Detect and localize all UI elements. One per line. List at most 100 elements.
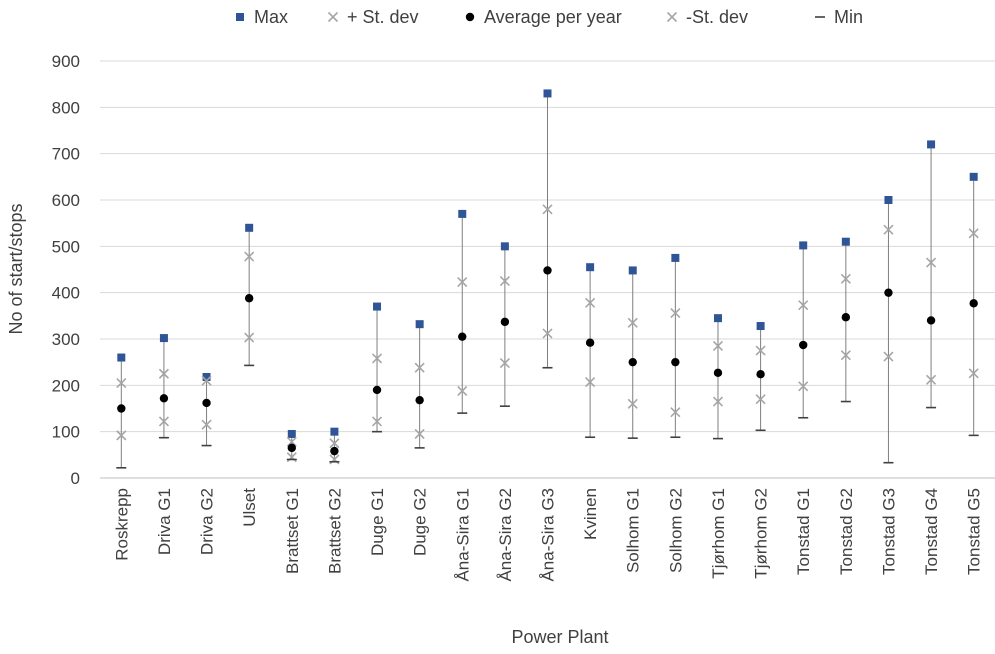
legend-marker (465, 12, 475, 22)
point-st-dev (627, 317, 638, 328)
point-max (713, 314, 722, 323)
point-max (458, 209, 467, 218)
point-average-per-year (415, 395, 424, 405)
x-stroke (968, 368, 979, 379)
point-max (756, 322, 765, 331)
x-stroke (116, 377, 127, 389)
x-stroke (798, 381, 809, 392)
point-st-dev (755, 345, 766, 356)
x-stroke (244, 251, 255, 262)
x-stroke (457, 276, 468, 288)
point-st-dev (968, 368, 979, 379)
point-st-dev (414, 362, 425, 373)
x-stroke (712, 396, 724, 407)
x-stroke (627, 317, 638, 328)
point-max (628, 266, 637, 275)
legend-label: + St. dev (347, 7, 419, 27)
point-max (969, 172, 978, 181)
point-average-per-year (585, 338, 595, 347)
x-tick-label: Tonstad G3 (879, 488, 898, 575)
point-max (117, 353, 126, 362)
point-max (543, 89, 552, 98)
point-average-per-year (628, 357, 637, 367)
point-max (373, 302, 382, 311)
point-st-dev (798, 300, 809, 311)
x-tick-label: Tonstad G2 (837, 488, 856, 575)
point-average-per-year (543, 266, 552, 275)
point-average-per-year (202, 398, 211, 408)
point-average-per-year (926, 316, 936, 325)
point-st-dev (798, 381, 809, 392)
x-stroke (755, 394, 766, 405)
point-st-dev (670, 307, 681, 319)
x-stroke (883, 224, 894, 235)
point-average-per-year (117, 404, 126, 413)
point-average-per-year (330, 446, 339, 456)
x-stroke (286, 436, 297, 447)
point-average-per-year (756, 370, 765, 379)
y-tick-label: 800 (52, 98, 80, 117)
point-st-dev (499, 358, 510, 369)
x-stroke (883, 351, 894, 362)
y-axis-ticks: 0 100 200 300 400 500 600 700 800 900 (52, 52, 80, 488)
x-stroke (499, 358, 510, 369)
y-tick-label: 700 (52, 145, 80, 164)
x-stroke (585, 297, 596, 308)
point-max (202, 372, 211, 381)
point-max (159, 334, 168, 343)
x-axis-title: Power Plant (511, 627, 608, 647)
point-max (586, 263, 595, 272)
point-max (245, 223, 254, 232)
x-tick-label: Driva G2 (198, 488, 217, 555)
x-stroke (116, 430, 127, 441)
x-tick-label: Duge G2 (411, 488, 430, 556)
x-tick-label: Solhom G2 (666, 488, 685, 573)
y-axis-title: No of start/stops (6, 203, 26, 334)
legend-label: Average per year (484, 7, 622, 27)
x-stroke (755, 345, 766, 356)
point-st-dev (457, 276, 468, 288)
point-st-dev (670, 407, 681, 418)
y-tick-label: 500 (52, 237, 80, 256)
point-st-dev (116, 430, 127, 441)
point-max (671, 253, 680, 262)
y-tick-label: 400 (52, 284, 80, 303)
point-average-per-year (713, 368, 723, 378)
x-stroke (840, 350, 851, 361)
x-tick-label: Tonstad G1 (794, 488, 813, 575)
point-st-dev (116, 377, 127, 389)
point-average-per-year (159, 394, 169, 403)
point-st-dev (457, 385, 468, 396)
x-stroke (158, 368, 169, 379)
point-st-dev (414, 428, 425, 440)
point-st-dev (371, 416, 383, 427)
x-tick-label: Driva G1 (155, 488, 174, 555)
x-tick-label: Tonstad G4 (922, 488, 941, 575)
x-tick-label: Åna-Sira G1 (453, 488, 472, 582)
x-tick-label: Åna-Sira G2 (496, 488, 515, 582)
point-st-dev (499, 276, 510, 287)
point-max (415, 320, 424, 329)
x-stroke (585, 377, 596, 388)
point-max (884, 196, 893, 204)
y-tick-label: 600 (52, 191, 80, 210)
point-average-per-year (799, 340, 808, 350)
point-st-dev (329, 438, 340, 449)
y-tick-label: 300 (52, 330, 80, 349)
x-stroke (670, 407, 681, 418)
point-st-dev (542, 328, 553, 339)
data-marks (116, 89, 979, 469)
point-average-per-year (884, 288, 893, 297)
point-st-dev (712, 396, 724, 407)
x-stroke (414, 362, 425, 373)
x-tick-label: Brattset G2 (325, 488, 344, 574)
point-st-dev (585, 377, 596, 388)
point-max (287, 429, 296, 438)
x-stroke (329, 438, 340, 449)
point-average-per-year (458, 332, 467, 341)
x-tick-label: Tjørhom G2 (752, 488, 771, 579)
point-max (330, 427, 339, 436)
x-stroke (666, 11, 678, 23)
legend-marker (236, 13, 244, 21)
point-average-per-year (671, 357, 680, 367)
